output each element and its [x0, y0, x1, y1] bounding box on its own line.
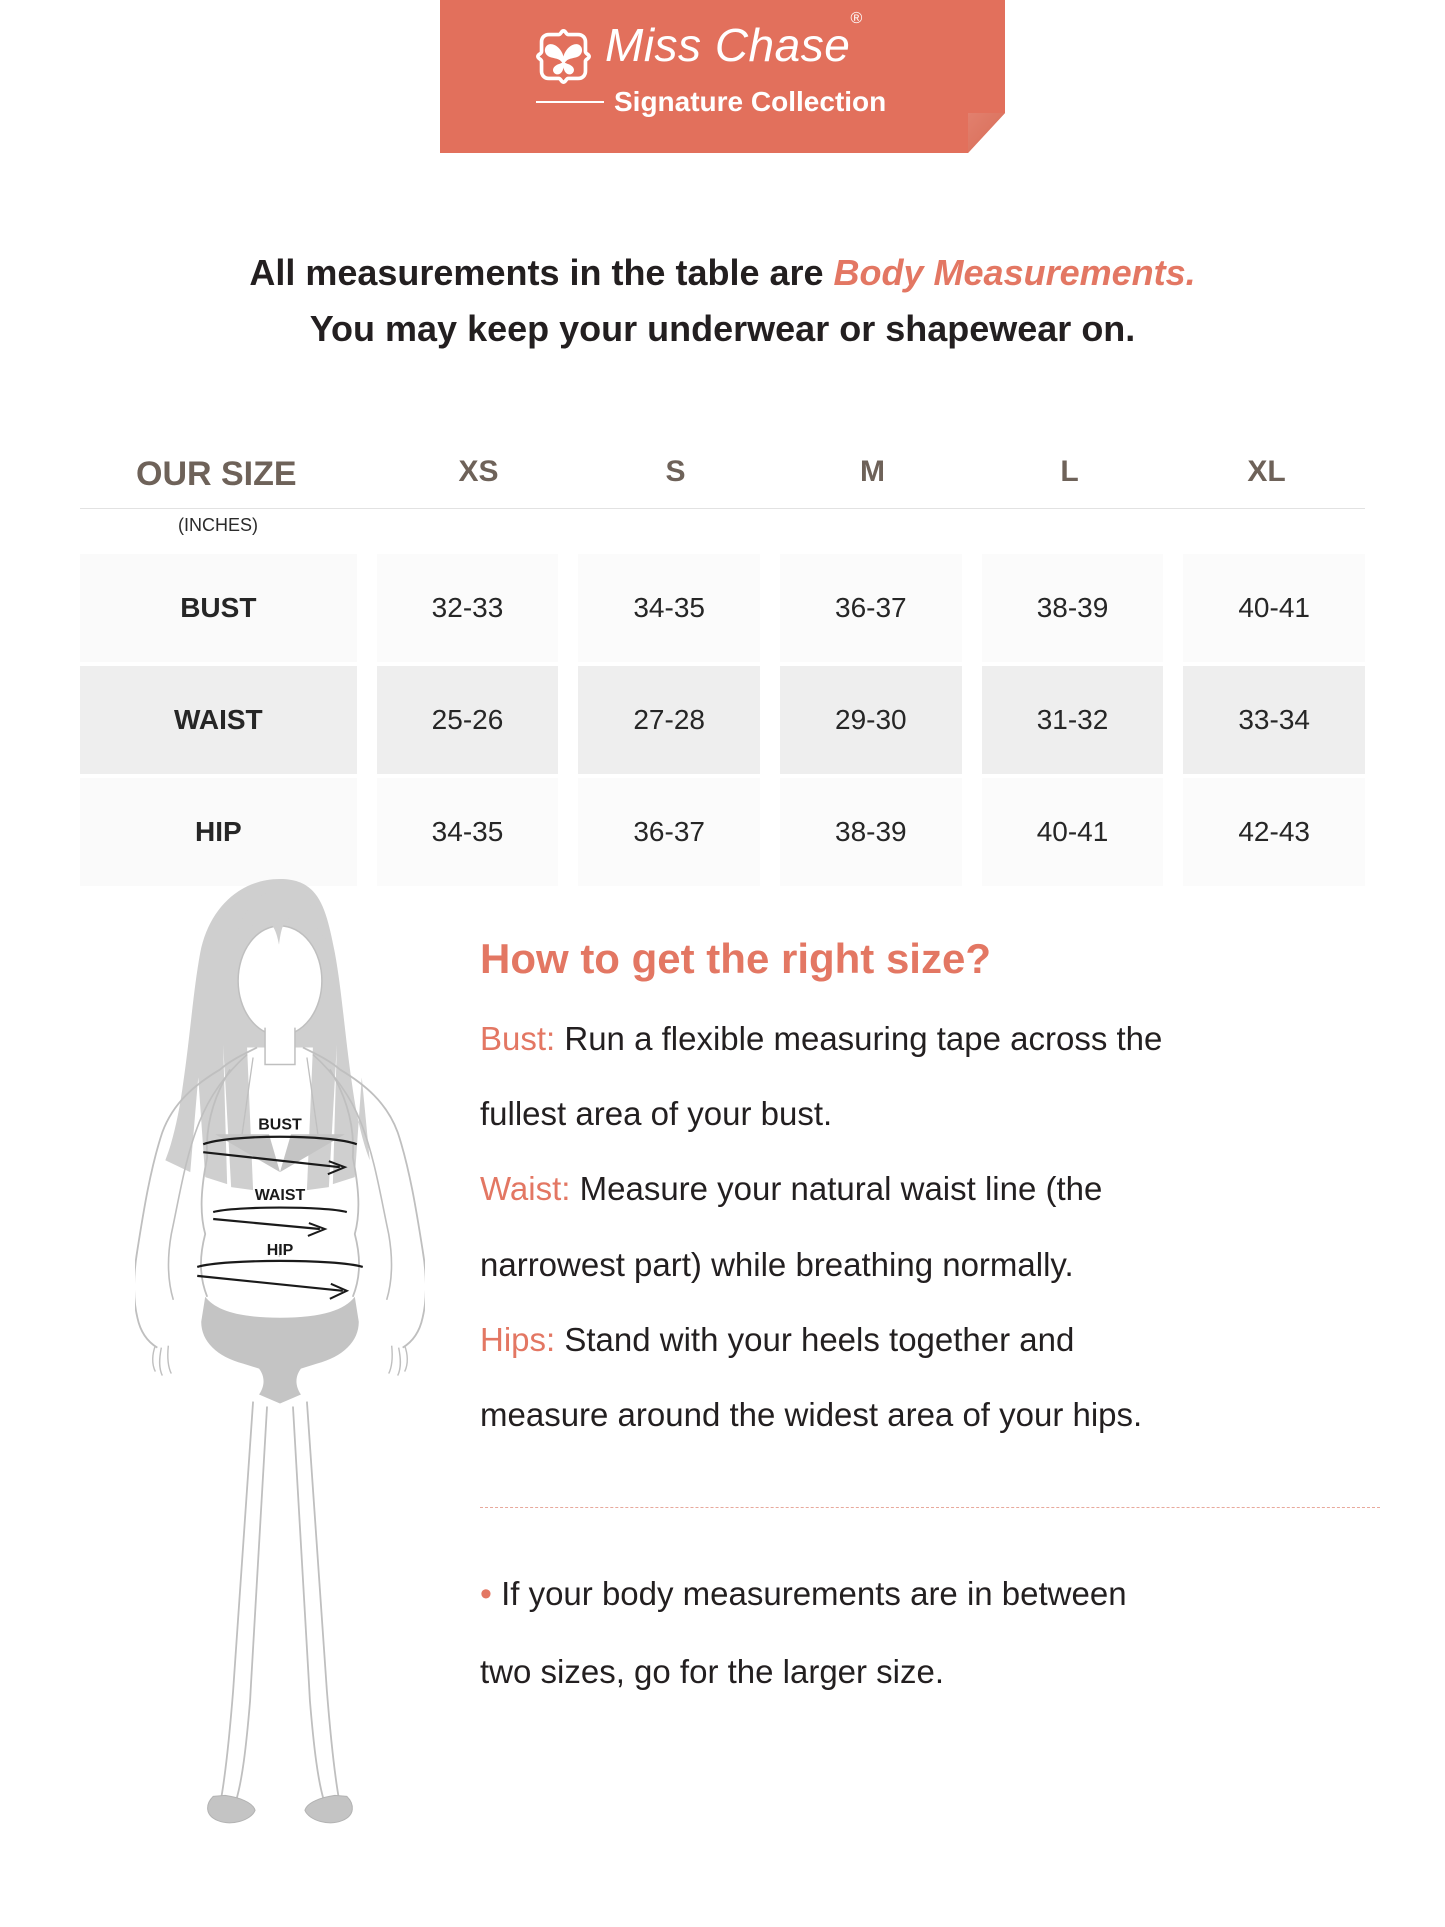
- svg-text:HIP: HIP: [267, 1242, 294, 1259]
- svg-text:WAIST: WAIST: [255, 1187, 306, 1204]
- svg-text:BUST: BUST: [258, 1116, 302, 1133]
